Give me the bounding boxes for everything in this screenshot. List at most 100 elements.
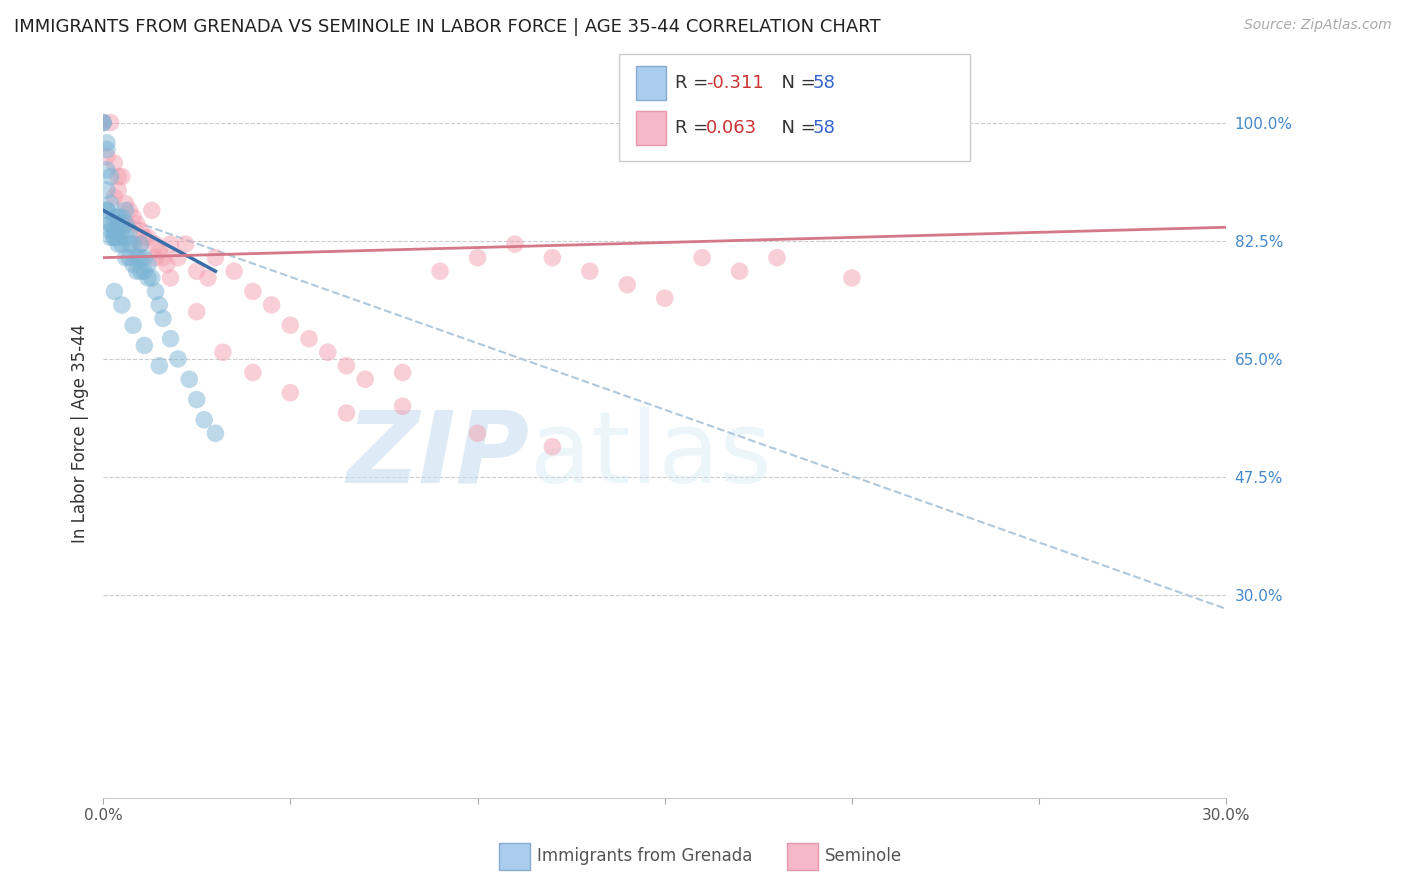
Point (129, 251, 152, 265)
Text: R =: R = (675, 74, 714, 92)
Text: 58: 58 (813, 119, 835, 136)
Point (114, 217, 136, 231)
Point (335, 406, 357, 420)
Point (145, 285, 167, 299)
Point (100, 217, 122, 231)
Point (107, 237, 129, 252)
Point (122, 210, 145, 224)
Point (242, 366, 264, 380)
Point (136, 230, 159, 244)
Point (391, 366, 413, 380)
Point (841, 271, 863, 285)
Text: N =: N = (770, 119, 823, 136)
Text: ZIP: ZIP (347, 407, 530, 504)
Point (100, 224, 122, 238)
Point (129, 224, 152, 238)
Point (103, 230, 125, 244)
Point (152, 311, 174, 326)
Point (654, 291, 676, 305)
Point (167, 251, 190, 265)
Point (159, 271, 181, 285)
Point (429, 264, 451, 278)
Point (690, 251, 713, 265)
Point (467, 251, 489, 265)
Point (156, 257, 179, 271)
Point (148, 298, 170, 312)
Point (148, 359, 170, 373)
Point (107, 230, 129, 244)
Point (96, 183, 118, 197)
Point (204, 251, 226, 265)
Point (122, 257, 145, 271)
Point (179, 372, 201, 386)
Point (136, 271, 159, 285)
Point (103, 285, 125, 299)
Point (136, 257, 159, 271)
Point (134, 251, 156, 265)
Point (107, 183, 129, 197)
Point (96, 136, 118, 150)
Point (125, 217, 148, 231)
Point (111, 210, 134, 224)
Text: Seminole: Seminole (825, 847, 903, 865)
Point (159, 237, 181, 252)
Point (96, 203, 118, 218)
Point (100, 196, 122, 211)
Point (111, 237, 134, 252)
Point (167, 351, 190, 366)
Text: N =: N = (770, 74, 823, 92)
Point (467, 426, 489, 441)
Point (111, 298, 134, 312)
Point (122, 237, 145, 252)
Point (114, 203, 136, 218)
Point (134, 264, 156, 278)
Point (134, 338, 156, 352)
Text: 58: 58 (813, 74, 835, 92)
Point (503, 237, 526, 252)
Point (103, 224, 125, 238)
Point (100, 217, 122, 231)
Point (616, 277, 638, 292)
Point (91, 115, 114, 129)
Point (145, 237, 167, 252)
Point (100, 115, 122, 129)
Point (335, 359, 357, 373)
Point (159, 332, 181, 346)
Point (129, 237, 152, 252)
Point (107, 169, 129, 184)
Point (141, 271, 163, 285)
Point (103, 156, 125, 170)
Point (148, 244, 170, 258)
Point (186, 264, 208, 278)
Point (122, 318, 145, 333)
Y-axis label: In Labor Force | Age 35-44: In Labor Force | Age 35-44 (72, 324, 89, 543)
Point (204, 426, 226, 441)
Point (391, 399, 413, 413)
Point (145, 251, 167, 265)
Text: -0.311: -0.311 (706, 74, 763, 92)
Point (111, 169, 134, 184)
Point (96, 149, 118, 163)
Text: atlas: atlas (530, 407, 772, 504)
Point (114, 230, 136, 244)
Point (354, 372, 377, 386)
Text: R =: R = (675, 119, 714, 136)
Point (103, 210, 125, 224)
Point (186, 392, 208, 407)
Point (91, 115, 114, 129)
Point (103, 190, 125, 204)
Point (224, 264, 246, 278)
Point (541, 440, 564, 454)
Point (100, 169, 122, 184)
Point (118, 224, 141, 238)
Point (107, 210, 129, 224)
Point (174, 237, 197, 252)
Point (118, 237, 141, 252)
Point (728, 264, 751, 278)
Point (118, 203, 141, 218)
Point (103, 230, 125, 244)
Point (152, 251, 174, 265)
Point (278, 385, 301, 400)
Point (100, 230, 122, 244)
Point (96, 203, 118, 218)
